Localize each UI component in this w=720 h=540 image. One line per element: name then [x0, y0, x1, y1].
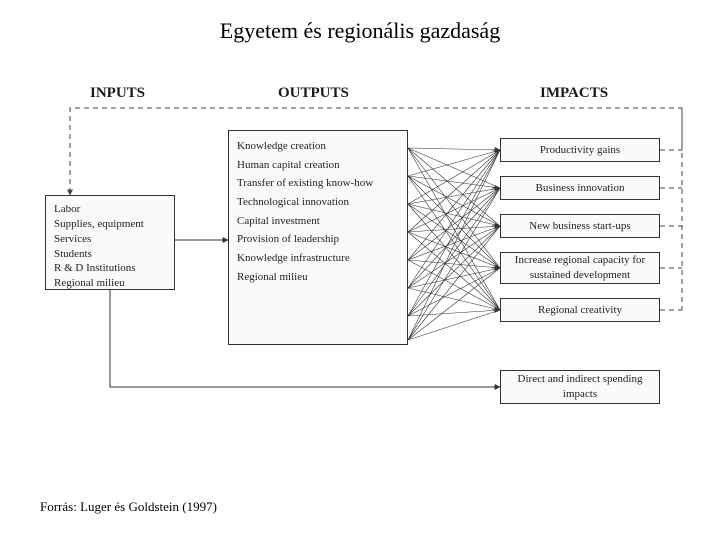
heading-outputs: OUTPUTS: [278, 85, 349, 102]
inputs-line: Students: [54, 247, 166, 262]
outputs-line: Knowledge infrastructure: [237, 249, 399, 268]
impact-box-5: Direct and indirect spending impacts: [500, 370, 660, 404]
outputs-line: Provision of leadership: [237, 230, 399, 249]
source-citation: Forrás: Luger és Goldstein (1997): [40, 499, 217, 515]
heading-inputs: INPUTS: [90, 85, 145, 102]
outputs-line: Transfer of existing know-how: [237, 174, 399, 193]
outputs-box: Knowledge creationHuman capital creation…: [228, 130, 408, 345]
inputs-line: Services: [54, 232, 166, 247]
inputs-line: Supplies, equipment: [54, 217, 166, 232]
impact-box-0: Productivity gains: [500, 138, 660, 162]
inputs-box: LaborSupplies, equipmentServicesStudents…: [45, 195, 175, 290]
outputs-line: Human capital creation: [237, 156, 399, 175]
outputs-line: Capital investment: [237, 212, 399, 231]
outputs-line: Technological innovation: [237, 193, 399, 212]
impact-box-4: Regional creativity: [500, 298, 660, 322]
impact-box-3: Increase regional capacity for sustained…: [500, 252, 660, 284]
inputs-line: Labor: [54, 202, 166, 217]
outputs-line: Regional milieu: [237, 268, 399, 287]
inputs-line: R & D Institutions: [54, 261, 166, 276]
impact-box-1: Business innovation: [500, 176, 660, 200]
outputs-line: Knowledge creation: [237, 137, 399, 156]
page-title: Egyetem és regionális gazdaság: [0, 18, 720, 44]
impact-box-2: New business start-ups: [500, 214, 660, 238]
inputs-line: Regional milieu: [54, 276, 166, 291]
heading-impacts: IMPACTS: [540, 85, 608, 102]
